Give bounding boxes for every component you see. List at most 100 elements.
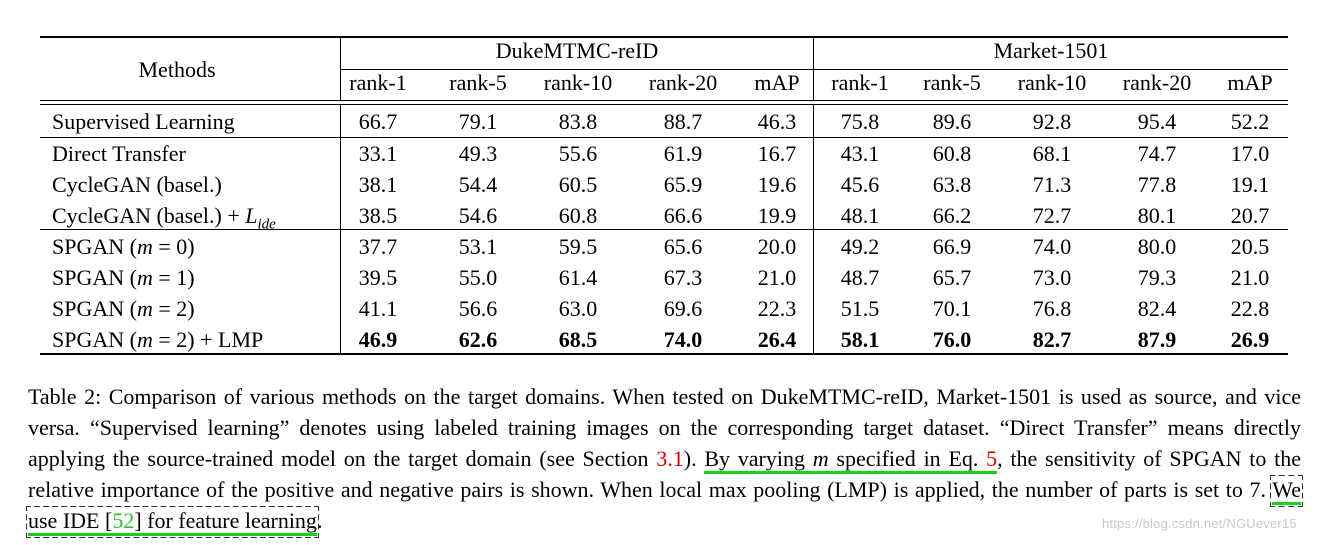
table-cell: 53.1 (458, 234, 498, 259)
table-cell: 52.2 (1230, 109, 1270, 134)
methods-divider-body (340, 105, 341, 353)
table-cell: 33.1 (358, 141, 398, 166)
equation-ref-link[interactable]: 5 (986, 446, 998, 471)
table-cell: 55.6 (558, 141, 598, 166)
table-cell: 66.6 (663, 203, 703, 228)
table-cell: 59.5 (558, 234, 598, 259)
highlight-ide: We use IDE [52] for feature learning (26, 475, 1303, 538)
table-cell: 19.1 (1230, 172, 1270, 197)
table-cell: 55.0 (458, 265, 498, 290)
table-cell: 19.9 (757, 203, 797, 228)
table-cell: 73.0 (1032, 265, 1072, 290)
table-cell: 76.0 (932, 327, 972, 352)
table-cell: 21.0 (1230, 265, 1270, 290)
method-text: CycleGAN (basel.) (52, 172, 222, 197)
table-cell: 41.1 (358, 296, 398, 321)
table-cell: 21.0 (757, 265, 797, 290)
table-cell: 82.7 (1032, 327, 1072, 352)
table-cell: 62.6 (458, 327, 498, 352)
table-cell: 88.7 (663, 109, 703, 134)
table-cell: 82.4 (1137, 296, 1177, 321)
caption-text-1: Table 2: Comparison of various methods o… (28, 384, 1301, 471)
table-cell: 17.0 (1230, 141, 1270, 166)
table-cell: 46.9 (358, 327, 398, 352)
bottom-rule (40, 353, 1288, 355)
table-cell: 20.0 (757, 234, 797, 259)
metric-header-mAP: mAP (754, 70, 800, 95)
group-header-market: Market-1501 (993, 38, 1109, 63)
method-subscript: ide (257, 216, 276, 233)
table-cell: 67.3 (663, 265, 703, 290)
table-cell: 45.6 (840, 172, 880, 197)
methods-divider (340, 36, 341, 100)
table-cell: 43.1 (840, 141, 880, 166)
caption-text-4: . (316, 508, 323, 533)
metric-header-mAP: mAP (1227, 70, 1273, 95)
table-cell: 54.4 (458, 172, 498, 197)
table-cell: 66.2 (932, 203, 972, 228)
table-cell: 22.8 (1230, 296, 1270, 321)
table-cell: 37.7 (358, 234, 398, 259)
method-text: SPGAN ( (52, 265, 137, 290)
method-text: SPGAN ( (52, 296, 137, 321)
method-name: SPGAN (m = 1) (52, 265, 195, 291)
section-rule-1 (40, 137, 1288, 138)
table-cell: 92.8 (1032, 109, 1072, 134)
group-header-duke: DukeMTMC-reID (495, 38, 659, 63)
method-tail: = 0) (152, 234, 195, 259)
top-rule (40, 36, 1288, 38)
method-math: m (136, 234, 153, 259)
metric-header-rank-5: rank-5 (923, 70, 981, 95)
table-cell: 68.1 (1032, 141, 1072, 166)
highlight-varying-m: By varying m specified in Eq. 5 (704, 446, 998, 474)
table-cell: 48.7 (840, 265, 880, 290)
highlight-text-1: By varying (704, 446, 813, 471)
section-ref-link[interactable]: 3.1 (656, 446, 684, 471)
table-cell: 79.3 (1137, 265, 1177, 290)
method-name: SPGAN (m = 2) + LMP (52, 327, 263, 353)
table-cell: 38.1 (358, 172, 398, 197)
table-cell: 39.5 (358, 265, 398, 290)
table-cell: 80.1 (1137, 203, 1177, 228)
method-name: Direct Transfer (52, 141, 186, 167)
table-cell: 65.7 (932, 265, 972, 290)
table-cell: 60.8 (558, 203, 598, 228)
table-caption: Table 2: Comparison of various methods o… (26, 381, 1303, 538)
metric-header-rank-10: rank-10 (1017, 70, 1087, 95)
metric-header-rank-5: rank-5 (449, 70, 507, 95)
table-cell: 77.8 (1137, 172, 1177, 197)
table-cell: 20.7 (1230, 203, 1270, 228)
method-name: SPGAN (m = 2) (52, 296, 195, 322)
dataset-divider (813, 36, 814, 100)
table-cell: 76.8 (1032, 296, 1072, 321)
math-m: m (812, 446, 829, 471)
table-cell: 61.9 (663, 141, 703, 166)
method-tail: = 1) (152, 265, 195, 290)
table-cell: 68.5 (558, 327, 598, 352)
table-cell: 63.0 (558, 296, 598, 321)
table-cell: 79.1 (458, 109, 498, 134)
table-cell: 83.8 (558, 109, 598, 134)
table-cell: 74.0 (663, 327, 703, 352)
method-text: CycleGAN (basel.) + (52, 203, 246, 228)
table-cell: 65.6 (663, 234, 703, 259)
method-text: SPGAN ( (52, 234, 137, 259)
header-double-rule-2 (40, 104, 1288, 105)
table-cell: 38.5 (358, 203, 398, 228)
table-cell: 75.8 (840, 109, 880, 134)
table-cell: 48.1 (840, 203, 880, 228)
table-cell: 49.2 (840, 234, 880, 259)
highlight-text-2: We use IDE [ (28, 477, 1301, 533)
table-cell: 51.5 (840, 296, 880, 321)
metric-header-rank-1: rank-1 (831, 70, 889, 95)
citation-ref-link[interactable]: 52 (112, 508, 135, 533)
caption-text-2: ). (683, 446, 705, 471)
method-text: Direct Transfer (52, 141, 186, 166)
table-cell: 74.7 (1137, 141, 1177, 166)
watermark: https://blog.csdn.net/NGUever15 (1102, 516, 1297, 531)
table-cell: 26.9 (1230, 327, 1270, 352)
method-text: Supervised Learning (52, 109, 235, 134)
table-cell: 61.4 (558, 265, 598, 290)
method-name: Supervised Learning (52, 109, 235, 135)
method-math: m (136, 265, 153, 290)
